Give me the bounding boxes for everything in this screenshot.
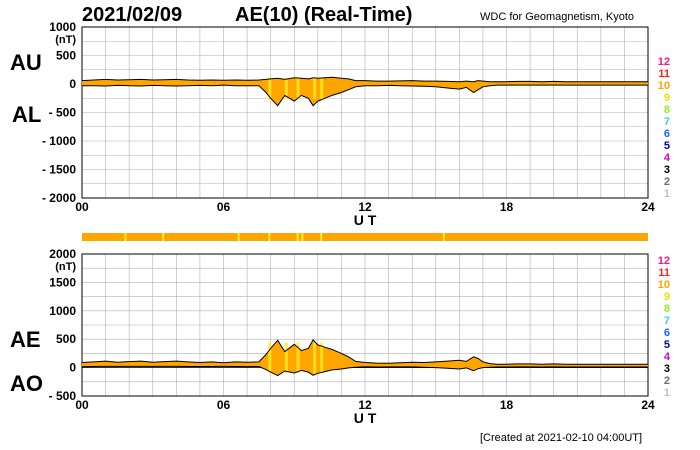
station-count-strip — [82, 233, 648, 241]
legend-station-count: 7 — [664, 315, 670, 327]
legend-station-count: 11 — [658, 68, 670, 80]
x-tick-label: 06 — [217, 200, 231, 214]
y-tick-label: 1000 — [49, 20, 76, 34]
x-tick-label: 18 — [500, 398, 514, 412]
strip-marker — [301, 233, 304, 241]
plot-frame — [81, 253, 649, 397]
station-count-stripe — [296, 342, 300, 374]
legend-station-count: 6 — [664, 327, 670, 339]
y-tick-label: 500 — [56, 49, 76, 63]
legend-station-count: 1 — [664, 387, 670, 399]
strip-bar — [82, 233, 648, 241]
legend-station-count: 6 — [664, 128, 670, 140]
legend-station-count: 9 — [664, 291, 670, 303]
y-tick-label: 0 — [69, 77, 76, 91]
legend-station-count: 8 — [664, 104, 670, 116]
strip-marker — [162, 233, 165, 241]
legend-station-count: 1 — [664, 188, 670, 200]
y-tick-label: 2000 — [49, 247, 76, 261]
y-tick-label: 1000 — [49, 304, 76, 318]
chart-panel-top: 1000 500 0 - 500 - 1000 - 1500 - 2000 (nT) 00 06 1… — [42, 20, 671, 228]
strip-marker — [320, 233, 323, 241]
station-count-stripe — [320, 77, 324, 100]
series-line-al — [82, 84, 648, 107]
y-tick-label: 1500 — [49, 275, 76, 289]
y-tick-label: - 500 — [49, 106, 77, 120]
x-tick-label: 24 — [641, 398, 655, 412]
station-count-stripe — [296, 77, 300, 100]
station-count-stripe — [268, 77, 272, 100]
x-axis-title: U T — [354, 410, 377, 426]
legend-station-count: 11 — [658, 267, 670, 279]
legend-station-count: 4 — [664, 152, 671, 164]
created-timestamp: [Created at 2021-02-10 04:00UT] — [480, 432, 643, 444]
legend-station-count: 9 — [664, 92, 670, 104]
ao-panel-label: AO — [10, 371, 43, 396]
x-axis-title: U T — [354, 212, 377, 228]
station-count-stripe — [313, 77, 317, 100]
station-count-stripe — [284, 77, 288, 100]
y-tick-label: 500 — [56, 332, 76, 346]
legend-station-count: 10 — [658, 80, 670, 92]
strip-marker — [296, 233, 299, 241]
strip-marker — [237, 233, 240, 241]
legend-station-count: 10 — [658, 279, 670, 291]
al-panel-label: AL — [12, 102, 42, 127]
legend-station-count: 3 — [664, 164, 670, 176]
y-unit-label: (nT) — [55, 261, 76, 273]
series-line-ao — [81, 365, 648, 377]
legend-station-count: 4 — [664, 351, 671, 363]
au-panel-label: AU — [10, 50, 42, 75]
legend-station-count: 12 — [658, 255, 670, 267]
legend-station-count: 8 — [664, 303, 670, 315]
x-tick-label: 12 — [358, 398, 372, 412]
x-tick-label: 18 — [500, 200, 514, 214]
x-tick-label: 06 — [217, 398, 231, 412]
legend-station-count: 7 — [664, 116, 670, 128]
y-tick-label: - 1000 — [42, 134, 76, 148]
chart-title: AE(10) (Real-Time) — [235, 4, 413, 26]
strip-marker — [124, 233, 127, 241]
plot-frame — [81, 26, 649, 199]
legend-station-count: 5 — [664, 339, 670, 351]
station-count-stripe — [320, 342, 324, 374]
x-tick-label: 00 — [75, 398, 89, 412]
y-tick-label: 0 — [69, 361, 76, 375]
y-tick-label: - 2000 — [42, 191, 76, 205]
strip-marker — [442, 233, 445, 241]
x-tick-label: 12 — [358, 200, 372, 214]
legend-station-count: 12 — [658, 56, 670, 68]
ae-panel-label: AE — [10, 327, 41, 352]
y-unit-label: (nT) — [55, 34, 76, 46]
x-tick-label: 24 — [641, 200, 655, 214]
area-fill — [82, 77, 648, 106]
series-line-ae — [81, 338, 648, 365]
date-label: 2021/02/09 — [82, 4, 183, 26]
y-tick-label: - 500 — [49, 389, 77, 403]
legend-station-count: 3 — [664, 363, 670, 375]
legend-station-count: 2 — [664, 375, 670, 387]
series-line-au — [81, 76, 648, 83]
legend-station-count: 2 — [664, 176, 670, 188]
source-label: WDC for Geomagnetism, Kyoto — [480, 11, 635, 23]
station-count-stripe — [268, 342, 272, 374]
station-count-stripe — [313, 342, 317, 374]
x-tick-label: 00 — [75, 200, 89, 214]
strip-marker — [268, 233, 271, 241]
legend-station-count: 5 — [664, 140, 670, 152]
y-tick-label: - 1500 — [42, 163, 76, 177]
station-count-stripe — [284, 342, 288, 374]
